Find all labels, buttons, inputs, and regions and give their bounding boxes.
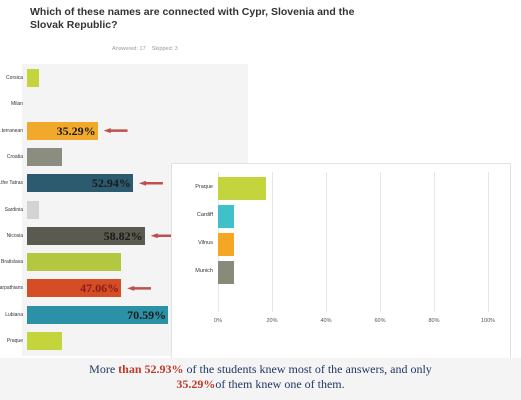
right-gridline bbox=[434, 172, 435, 312]
right-category-label: Vilnus bbox=[198, 240, 213, 246]
right-bar bbox=[218, 232, 234, 256]
left-category-label: Praque bbox=[6, 338, 23, 344]
right-category-label: Praque bbox=[195, 184, 213, 190]
left-bar bbox=[27, 279, 122, 298]
summary-caption: More than 52.93% of the students knew mo… bbox=[0, 362, 521, 392]
right-x-tick-label: 0% bbox=[214, 318, 222, 324]
left-category-label: Milan bbox=[11, 101, 23, 108]
left-bar-value-label: 35.29% bbox=[56, 123, 96, 138]
right-bar bbox=[218, 176, 266, 200]
left-bar-value-label: 58.82% bbox=[103, 228, 143, 243]
caption-part-1: More bbox=[89, 362, 119, 376]
right-x-tick-label: 100% bbox=[480, 318, 496, 324]
right-bar bbox=[218, 260, 234, 284]
left-category-label: Croatia bbox=[6, 153, 23, 160]
caption-part-2: of the students knew most of the answers… bbox=[183, 362, 432, 376]
survey-question-title: Which of these names are connected with … bbox=[30, 6, 355, 31]
left-category-label: Corsica bbox=[6, 75, 23, 81]
left-bar bbox=[27, 69, 39, 87]
left-bar bbox=[27, 147, 63, 166]
left-bar bbox=[27, 253, 122, 272]
left-category-label: Lubiana bbox=[5, 311, 23, 318]
left-bar-value-label: 52.94% bbox=[91, 176, 131, 191]
left-category-label: The ...arpathians bbox=[0, 285, 23, 292]
left-bar bbox=[27, 174, 133, 193]
left-bar bbox=[27, 305, 169, 324]
left-category-label: Nicosia bbox=[6, 232, 23, 239]
caption-pct-1: 52.93% bbox=[144, 362, 184, 376]
callout-arrow-icon bbox=[103, 128, 128, 134]
caption-part-3: of them knew one of them. bbox=[215, 377, 345, 391]
left-bar bbox=[27, 332, 63, 350]
survey-response-meta: Answered: 17 Skipped: 3 bbox=[112, 46, 178, 52]
left-bar bbox=[27, 200, 39, 219]
right-gridline bbox=[272, 172, 273, 312]
callout-arrow-icon bbox=[150, 233, 175, 239]
left-bar-value-label: 70.59% bbox=[127, 307, 167, 322]
right-gridline bbox=[326, 172, 327, 312]
left-bar bbox=[27, 121, 98, 140]
left-category-label: ...the Tatras bbox=[0, 180, 23, 187]
left-category-label: Bratislava bbox=[1, 259, 23, 266]
right-gridline bbox=[380, 172, 381, 312]
right-x-tick-label: 80% bbox=[428, 318, 440, 324]
right-x-tick-label: 20% bbox=[266, 318, 278, 324]
right-x-tick-label: 40% bbox=[320, 318, 332, 324]
right-gridline bbox=[488, 172, 489, 312]
left-category-label: Sardinia bbox=[4, 206, 23, 213]
right-category-label: Munich bbox=[195, 268, 213, 274]
skipped-count: Skipped: 3 bbox=[151, 46, 178, 52]
left-bar bbox=[27, 226, 145, 245]
caption-bar bbox=[0, 358, 521, 400]
answered-count: Answered: 17 bbox=[112, 46, 146, 52]
right-category-label: Cardiff bbox=[196, 212, 213, 218]
right-bar bbox=[218, 204, 234, 228]
caption-than: than bbox=[118, 362, 145, 376]
caption-pct-2: 35.29% bbox=[176, 377, 216, 391]
left-bar-value-label: 47.06% bbox=[80, 281, 120, 296]
left-category-label: the ...terranean bbox=[0, 127, 23, 134]
right-x-tick-label: 60% bbox=[374, 318, 386, 324]
callout-arrow-icon bbox=[138, 180, 163, 186]
callout-arrow-icon bbox=[127, 285, 152, 291]
